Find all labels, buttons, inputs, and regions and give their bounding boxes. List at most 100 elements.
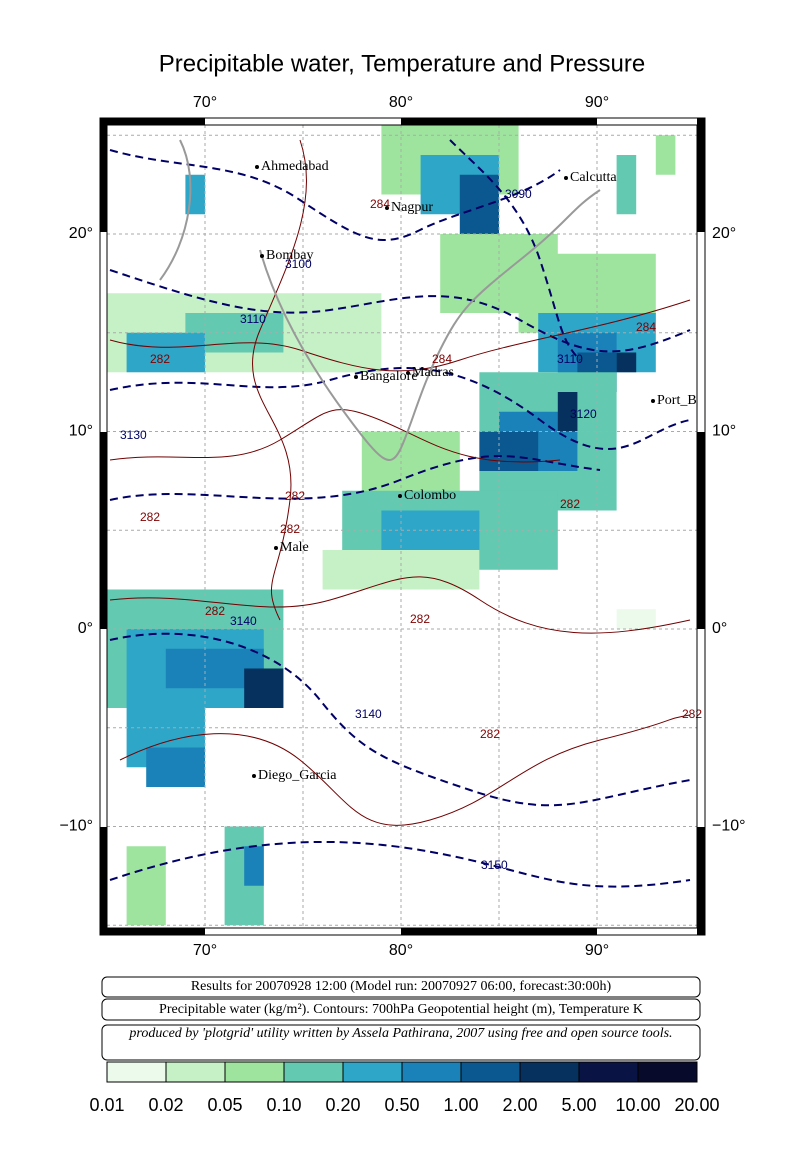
temp-contour-label: 282 bbox=[480, 727, 500, 741]
precip-cell bbox=[126, 332, 205, 373]
map-frame: 70° 70° 80° 80° 90° 90° 20° 20° 10° 10° 0° 0° −10° −1… bbox=[59, 94, 745, 959]
frame-bar bbox=[100, 118, 107, 232]
height-contour-label: 3110 bbox=[240, 312, 266, 326]
colorbar-label: 1.00 bbox=[443, 1095, 478, 1115]
credit-wrap: produced by 'plotgrid' utility written b… bbox=[129, 1026, 673, 1041]
colorbar-swatch bbox=[460, 1061, 521, 1083]
map-labels: AhmedabadCalcuttaNagpurBombayBangaloreMa… bbox=[120, 159, 716, 872]
precip-cell bbox=[244, 846, 264, 886]
city-name: Nagpur bbox=[391, 200, 433, 215]
city-name: Port_Blair bbox=[657, 393, 716, 408]
city-name: Diego_Garcia bbox=[258, 768, 337, 783]
city-dot bbox=[255, 165, 259, 169]
temp-contour-label: 284 bbox=[432, 352, 452, 366]
colorbar-swatch bbox=[165, 1061, 226, 1083]
precip-cell bbox=[616, 609, 656, 629]
title: Precipitable water, Temperature and Pres… bbox=[159, 50, 645, 77]
height-contour-label: 3130 bbox=[120, 428, 147, 442]
precip-cell bbox=[557, 392, 578, 432]
colorbar-label: 20.00 bbox=[674, 1095, 719, 1115]
frame-bar bbox=[697, 432, 705, 629]
city-dot bbox=[398, 494, 402, 498]
city-dot bbox=[385, 206, 389, 210]
city-name: Male bbox=[280, 540, 309, 555]
info-box bbox=[101, 1024, 701, 1061]
lat-label: 0° bbox=[712, 620, 727, 637]
precip-cell bbox=[655, 135, 676, 175]
frame-bar bbox=[100, 928, 205, 935]
colorbar: 0.01 0.02 0.05 0.10 0.20 0.50 1.00 2.00 5.00 10.0… bbox=[89, 1061, 720, 1115]
height-contour-label: 3140 bbox=[230, 614, 257, 628]
lat-label: 20° bbox=[712, 225, 736, 242]
precip-cells bbox=[107, 125, 676, 926]
info-boxes: Results for 20070928 12:00 (Model run: 2… bbox=[101, 976, 701, 1061]
temp-contour-label: 282 bbox=[150, 352, 170, 366]
temp-contour-label: 284 bbox=[370, 197, 390, 211]
temp-contour-label: 282 bbox=[205, 604, 225, 618]
precip-cell bbox=[126, 846, 166, 926]
city-dot bbox=[260, 254, 264, 258]
frame-bar bbox=[697, 118, 705, 232]
temp-contour-label: 284 bbox=[636, 320, 656, 334]
height-contour-label: 3090 bbox=[505, 187, 532, 201]
lon-label: 70° bbox=[193, 942, 217, 959]
city-dot bbox=[354, 375, 358, 379]
lat-label: −10° bbox=[59, 818, 93, 835]
temp-contour-label: 282 bbox=[280, 522, 300, 536]
lon-label: 80° bbox=[389, 94, 413, 111]
colorbar-label: 0.10 bbox=[266, 1095, 301, 1115]
frame-bar bbox=[697, 827, 705, 935]
city-dot bbox=[564, 176, 568, 180]
colorbar-label: 0.50 bbox=[384, 1095, 419, 1115]
lat-label: −10° bbox=[712, 818, 746, 835]
precip-cell bbox=[479, 431, 539, 471]
colorbar-swatch bbox=[224, 1061, 285, 1083]
city-name: Bangalore bbox=[360, 369, 418, 384]
lat-label: 10° bbox=[69, 423, 93, 440]
lat-label: 20° bbox=[69, 225, 93, 242]
city-dot bbox=[252, 774, 256, 778]
info-results: Results for 20070928 12:00 (Model run: 2… bbox=[191, 979, 612, 994]
colorbar-label: 0.02 bbox=[148, 1095, 183, 1115]
height-contour-label: 3150 bbox=[481, 858, 508, 872]
colorbar-swatch bbox=[283, 1061, 344, 1083]
city-dot bbox=[274, 546, 278, 550]
info-box bbox=[101, 976, 701, 998]
lon-label: 80° bbox=[389, 942, 413, 959]
height-contour-label: 3140 bbox=[355, 707, 382, 721]
colorbar-swatch bbox=[401, 1061, 462, 1083]
frame-bar bbox=[100, 432, 107, 629]
precip-cell bbox=[616, 352, 637, 373]
city-name: Bombay bbox=[266, 248, 313, 263]
height-contour-label: 3120 bbox=[570, 407, 597, 421]
temp-contour-label: 282 bbox=[410, 612, 430, 626]
colorbar-swatch bbox=[519, 1061, 580, 1083]
colorbar-swatch bbox=[342, 1061, 403, 1083]
precip-cell bbox=[146, 747, 205, 787]
precip-cell bbox=[459, 174, 499, 234]
lat-label: 10° bbox=[712, 423, 736, 440]
height-contour-label: 3110 bbox=[557, 352, 583, 366]
temp-contour-label: 282 bbox=[285, 489, 305, 503]
contours bbox=[109, 139, 691, 888]
lon-label: 90° bbox=[585, 942, 609, 959]
frame-bar bbox=[401, 118, 597, 125]
colorbar-label: 0.05 bbox=[207, 1095, 242, 1115]
graticule bbox=[107, 125, 697, 928]
city-dot bbox=[651, 399, 655, 403]
info-credit: produced by 'plotgrid' utility written b… bbox=[129, 1026, 673, 1041]
lon-label: 70° bbox=[193, 94, 217, 111]
temp-contour-label: 282 bbox=[140, 510, 160, 524]
city-name: Calcutta bbox=[570, 170, 617, 185]
colorbar-label: 0.20 bbox=[325, 1095, 360, 1115]
colorbar-label: 10.00 bbox=[615, 1095, 660, 1115]
lat-label: 0° bbox=[78, 620, 93, 637]
precip-cell bbox=[244, 668, 284, 708]
frame-bar bbox=[100, 827, 107, 935]
temp-contour-label: 282 bbox=[560, 497, 580, 511]
city-name: Ahmedabad bbox=[261, 159, 329, 174]
city-name: Madras bbox=[412, 365, 454, 380]
temp-contour-label: 282 bbox=[682, 707, 702, 721]
height-contour-label: 3100 bbox=[285, 257, 312, 271]
